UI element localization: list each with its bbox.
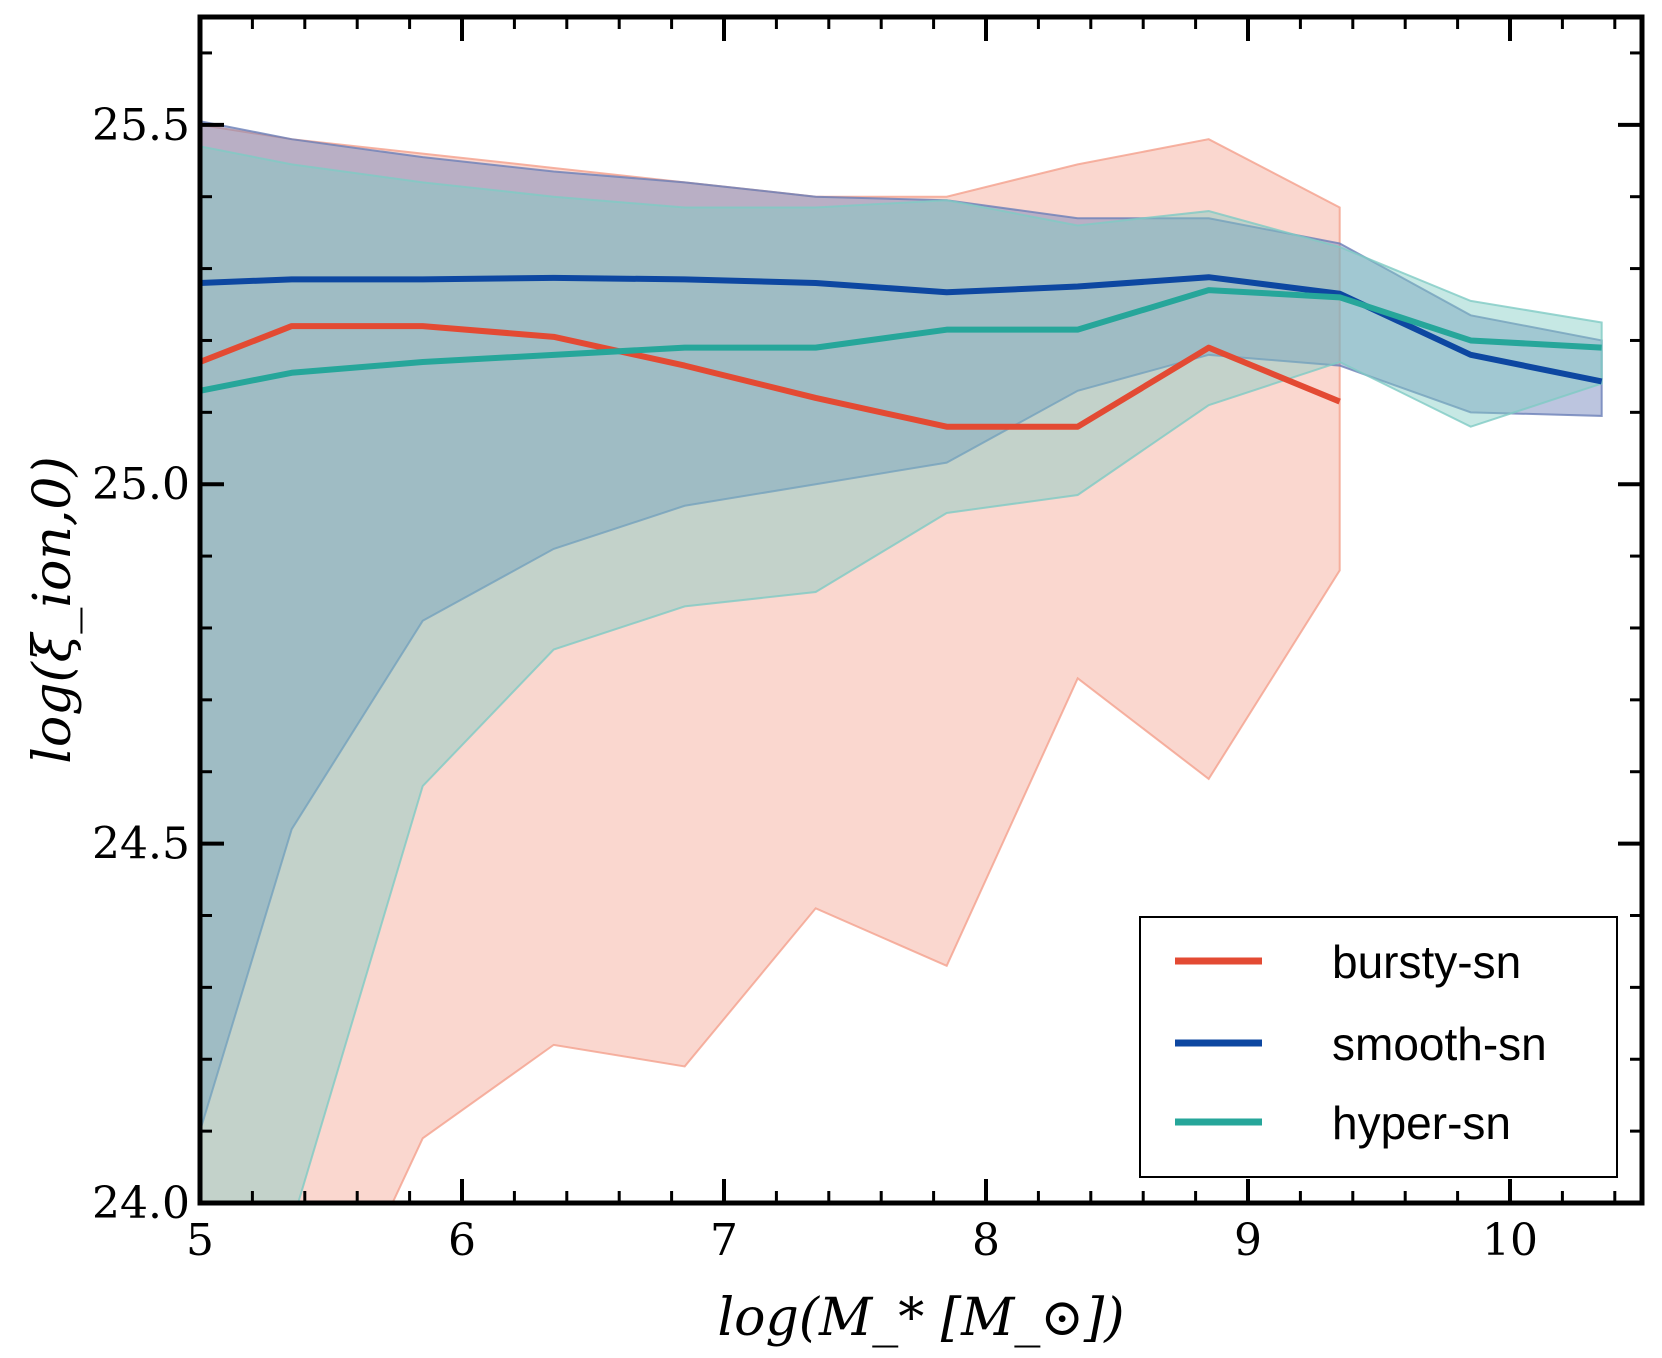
band-hyper-sn [200,145,1603,1203]
confidence-bands [200,120,1603,1203]
x-tick-label: 5 [186,1215,214,1266]
legend-label-smooth-sn: smooth-sn [1332,1018,1547,1070]
plot-frame [197,14,1645,1206]
x-tick-label: 7 [710,1215,738,1266]
axis-tick-labels: 5 6 7 8 9 10 24.0 24.5 25.0 25.5 [92,100,1538,1266]
median-lines [200,274,1603,430]
legend: bursty-sn smooth-sn hyper-sn [1139,916,1618,1178]
x-tick-label: 8 [972,1215,1000,1266]
legend-label-bursty-sn: bursty-sn [1332,936,1521,988]
line-bursty-sn [200,323,1341,430]
y-tick-label: 25.5 [92,100,190,151]
y-tick-label: 24.5 [92,819,190,870]
legend-label-hyper-sn: hyper-sn [1332,1097,1511,1149]
x-tick-label: 10 [1482,1215,1538,1266]
x-tick-label: 9 [1234,1215,1262,1266]
y-tick-label: 25.0 [92,459,190,510]
band-bursty-sn [200,123,1341,1203]
band-smooth-sn [200,120,1603,1132]
x-axis-title: log(M_* [M_⊙]) [718,1288,1125,1348]
y-axis-title: log(ξ_ion,0) [23,456,83,763]
x-tick-label: 6 [448,1215,476,1266]
line-hyper-sn [200,287,1602,394]
y-tick-label: 24.0 [92,1178,190,1229]
